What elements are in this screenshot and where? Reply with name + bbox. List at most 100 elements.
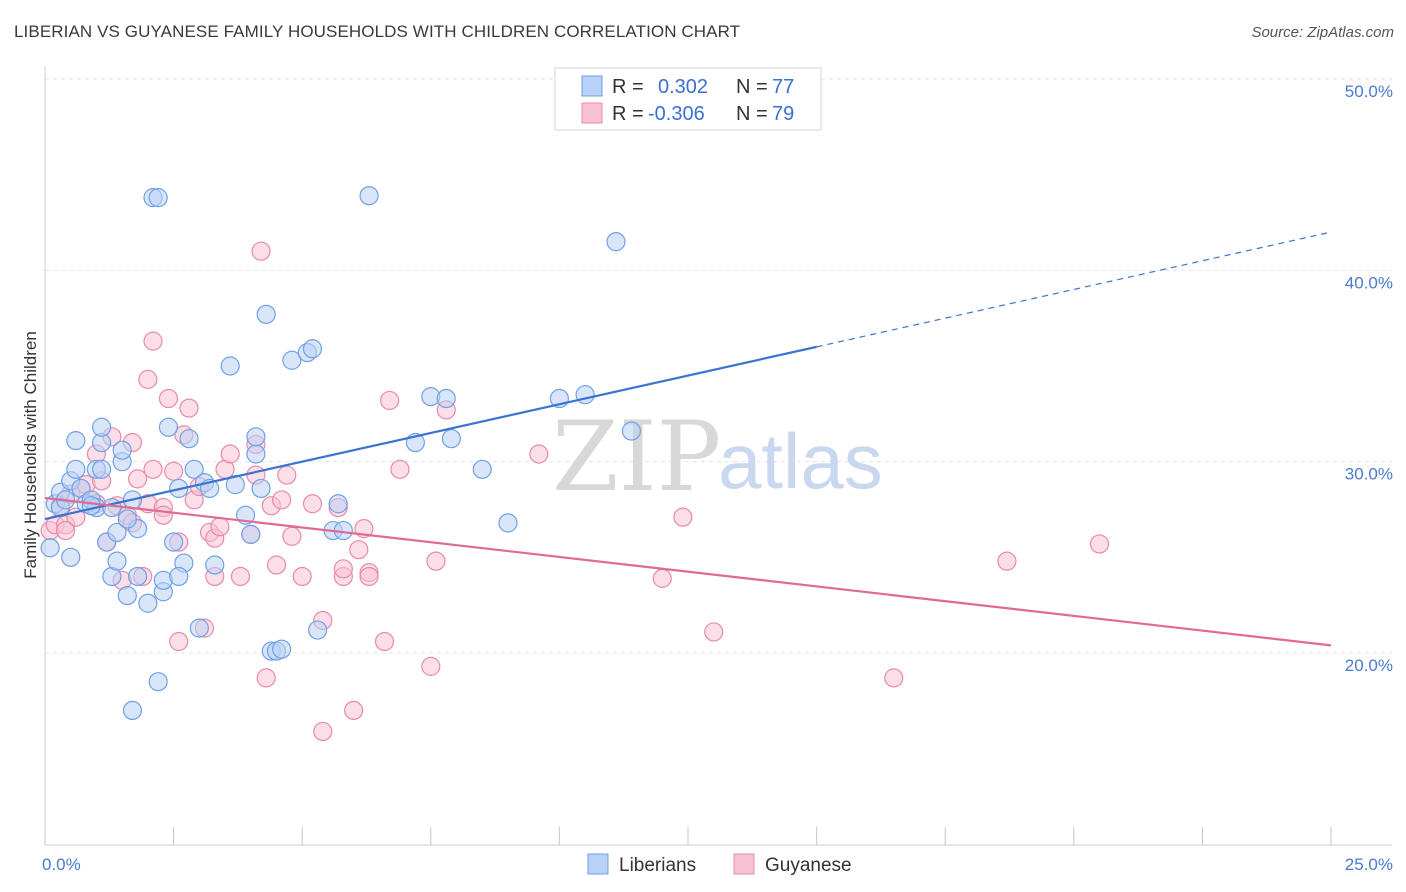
guyanese-point-30 <box>169 631 189 652</box>
guyanese-point-60 <box>349 540 369 560</box>
guyanese-point-19 <box>127 469 148 489</box>
liberians-point-18 <box>102 497 122 518</box>
gridlines <box>45 78 1392 654</box>
liberians-point-60 <box>328 494 348 514</box>
source-label: Source: ZipAtlas.com <box>1251 24 1394 41</box>
liberians-point-31 <box>148 672 168 692</box>
liberians-point-40 <box>189 618 209 638</box>
liberians-point-35 <box>164 532 184 552</box>
legend-n-value-2: 79 <box>772 103 794 125</box>
liberians-point-7 <box>66 459 86 479</box>
y-tick-label-20: 20.0% <box>1345 656 1393 675</box>
x-tick-label-min: 0.0% <box>42 855 81 874</box>
watermark-atlas: atlas <box>718 417 883 505</box>
guyanese-point-70 <box>529 444 549 464</box>
liberians-point-75 <box>81 496 101 516</box>
liberians-point-38 <box>179 429 199 449</box>
liberians-point-8 <box>66 431 86 451</box>
guyanese-point-50 <box>272 490 292 510</box>
legend-r-label-2: R = <box>612 103 644 125</box>
legend-swatch-guyanese <box>581 102 603 124</box>
liberians-point-50 <box>251 478 271 499</box>
trend-lines <box>44 231 1332 647</box>
liberians-point-72 <box>621 421 642 441</box>
liberians-point-73 <box>122 700 143 721</box>
guyanese-point-64 <box>374 631 395 652</box>
guyanese-point-47 <box>256 668 276 688</box>
guyanese-point-77 <box>333 559 353 579</box>
liberians-point-76 <box>117 509 137 529</box>
correlation-legend: R = 0.302 N = 77 R = -0.306 N = 79 <box>554 67 822 131</box>
legend-r-label-1: R = <box>612 76 644 98</box>
guyanese-trend-line <box>44 496 1332 647</box>
guyanese-point-23 <box>143 331 163 351</box>
legend-n-label-2: N = <box>736 103 768 125</box>
guyanese-point-49 <box>266 555 287 575</box>
y-tick-labels: 20.0% 30.0% 40.0% 50.0% <box>1345 82 1393 675</box>
guyanese-point-78 <box>55 520 76 541</box>
y-tick-label-40: 40.0% <box>1345 273 1393 292</box>
x-tick-label-max: 25.0% <box>1345 855 1393 874</box>
guyanese-point-73 <box>704 622 724 642</box>
liberians-point-27 <box>127 566 148 587</box>
legend-r-value-1: 0.302 <box>658 76 708 98</box>
bottom-legend-guyanese: Guyanese <box>765 855 852 876</box>
guyanese-point-59 <box>344 700 364 721</box>
guyanese-point-21 <box>138 369 158 389</box>
guyanese-point-71 <box>652 568 672 588</box>
axes <box>44 66 1392 846</box>
guyanese-point-68 <box>426 551 446 571</box>
liberians-point-49 <box>246 427 266 447</box>
liberians-point-6 <box>61 547 81 567</box>
liberians-trend-line <box>44 345 817 521</box>
guyanese-point-63 <box>359 566 379 587</box>
liberians-point-39 <box>184 459 204 479</box>
liberians-point-51 <box>256 304 276 324</box>
liberians-point-21 <box>107 551 127 571</box>
x-tick-labels: 0.0% 25.0% <box>42 855 1393 874</box>
liberians-point-23 <box>112 440 132 460</box>
legend-n-label-1: N = <box>736 76 768 98</box>
liberians-point-0 <box>40 538 60 558</box>
guyanese-point-76 <box>1089 534 1110 554</box>
legend-swatch-liberians <box>581 75 603 97</box>
watermark: ZIP atlas <box>552 401 883 513</box>
liberians-point-68 <box>498 513 518 533</box>
liberians-point-65 <box>436 388 456 409</box>
guyanese-point-75 <box>997 551 1017 571</box>
liberians-point-24 <box>117 585 137 606</box>
liberians-point-43 <box>205 555 225 575</box>
y-tick-label-30: 30.0% <box>1345 465 1393 484</box>
liberians-point-62 <box>359 186 379 206</box>
legend-r-value-2: -0.306 <box>648 103 705 125</box>
liberians-point-55 <box>282 350 302 370</box>
guyanese-point-66 <box>390 459 410 479</box>
guyanese-point-56 <box>313 721 333 742</box>
guyanese-point-41 <box>220 444 240 464</box>
liberians-point-44 <box>220 356 240 376</box>
watermark-zip: ZIP <box>552 401 721 513</box>
guyanese-point-46 <box>251 241 271 261</box>
liberians-point-34 <box>158 417 179 437</box>
guyanese-point-74 <box>884 668 904 688</box>
guyanese-point-32 <box>179 398 199 418</box>
series-legend: Liberians Guyanese <box>587 853 852 876</box>
liberians-point-66 <box>441 429 461 449</box>
liberians-point-57 <box>302 339 323 359</box>
y-tick-label-50: 50.0% <box>1345 82 1393 101</box>
chart-title: LIBERIAN VS GUYANESE FAMILY HOUSEHOLDS W… <box>14 22 741 41</box>
liberians-point-71 <box>606 232 626 252</box>
legend-n-value-1: 77 <box>772 76 794 98</box>
bottom-legend-swatch-liberians <box>587 853 609 875</box>
guyanese-point-26 <box>153 505 173 525</box>
guyanese-point-53 <box>292 566 312 587</box>
guyanese-point-54 <box>302 494 323 514</box>
bottom-legend-liberians: Liberians <box>619 855 696 876</box>
guyanese-point-42 <box>230 566 251 587</box>
liberians-point-16 <box>91 459 112 479</box>
guyanese-point-67 <box>421 656 441 676</box>
liberians-point-58 <box>308 620 328 640</box>
guyanese-point-52 <box>282 526 302 546</box>
liberians-point-54 <box>272 639 292 659</box>
